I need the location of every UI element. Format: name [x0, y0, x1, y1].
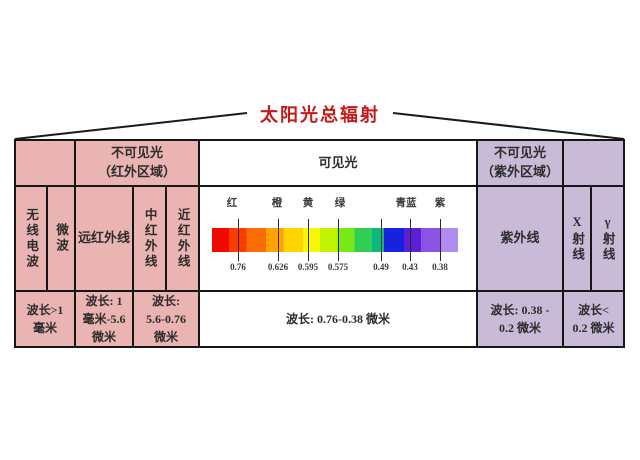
spectrum-label-violet: 紫	[434, 198, 446, 209]
wavelength-value-0.626: 0.626	[267, 262, 289, 272]
spectrum-tick	[307, 219, 309, 261]
spectrum-tick	[238, 219, 240, 261]
spectrum-label-green: 绿	[334, 198, 346, 209]
spectrum-tick	[380, 219, 382, 261]
wavelength-mid-near-infrared: 波长: 5.6-0.76 微米	[134, 292, 198, 346]
header-visible-light: 可见光	[200, 141, 476, 185]
wavelength-value-0.76: 0.76	[230, 262, 246, 272]
band-gamma-ray: γ射线	[592, 187, 623, 290]
wavelength-visible: 波长: 0.76-0.38 微米	[200, 292, 476, 346]
spectrum-tick	[337, 219, 339, 261]
wavelength-value-0.595: 0.595	[297, 262, 319, 272]
wavelength-value-0.49: 0.49	[373, 262, 389, 272]
wavelength-value-0.43: 0.43	[402, 262, 418, 272]
wavelength-xray-gamma: 波长< 0.2 微米	[564, 292, 623, 346]
spectrum-tick	[277, 219, 279, 261]
spectrum-label-orange: 橙	[271, 198, 283, 209]
spectrum-tick	[409, 219, 411, 261]
spectrum-label-yellow: 黄	[302, 198, 314, 209]
band-xray: X射线	[564, 187, 590, 290]
header-empty-right	[564, 141, 623, 185]
header-infrared-region: 不可见光 （红外区域）	[76, 141, 198, 185]
spectrum-label-cyanblue: 青蓝	[395, 198, 417, 209]
wavelength-value-0.38: 0.38	[432, 262, 448, 272]
visible-spectrum-bar	[212, 219, 458, 261]
wavelength-radio-microwave: 波长>1 毫米	[16, 292, 74, 346]
header-empty-left	[16, 141, 74, 185]
band-ultraviolet: 紫外线	[478, 187, 562, 290]
header-uv-region: 不可见光 （紫外区域）	[478, 141, 562, 185]
spectrum-table: 不可见光 （红外区域） 可见光 不可见光 （紫外区域） 无线电波 微波 远红外线…	[14, 139, 625, 348]
wavelength-ultraviolet: 波长: 0.38 - 0.2 微米	[478, 292, 562, 346]
band-mid-infrared: 中红外线	[134, 187, 165, 290]
visible-spectrum-panel: 红 橙 黄 绿 青蓝 紫 0.76 0.626 0.595 0.575 0.49…	[200, 187, 476, 290]
band-near-infrared: 近红外线	[167, 187, 198, 290]
diagram-title: 太阳光总辐射	[260, 105, 380, 125]
spectrum-label-red: 红	[226, 198, 238, 209]
band-microwave: 微波	[48, 187, 74, 290]
band-far-infrared: 远红外线	[76, 187, 132, 290]
wavelength-value-0.575: 0.575	[327, 262, 349, 272]
band-radio-waves: 无线电波	[16, 187, 46, 290]
spectrum-tick	[439, 219, 441, 261]
wavelength-far-infrared: 波长: 1 毫米-5.6 微米	[76, 292, 132, 346]
